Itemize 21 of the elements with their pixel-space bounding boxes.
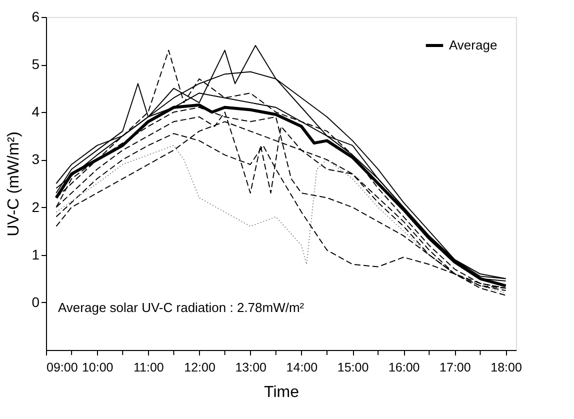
x-tick-label: 14:00 xyxy=(286,360,318,374)
y-axis-title: UV-C (mW/m²) xyxy=(6,132,23,236)
x-tick-label: 11:00 xyxy=(133,360,164,374)
y-tick-label: 5 xyxy=(32,56,40,72)
y-tick-label: 1 xyxy=(32,246,40,262)
x-axis-title: Time xyxy=(264,384,300,401)
x-tick-label: 16:00 xyxy=(388,360,420,374)
y-tick-label: 3 xyxy=(32,151,40,168)
x-tick-label: 15:00 xyxy=(337,360,369,374)
y-tick-label: 0 xyxy=(32,294,40,310)
x-tick-label: 10:00 xyxy=(82,360,114,374)
annotation: Average solar UV-C radiation : 2.78mW/m² xyxy=(58,300,305,315)
y-tick-label: 2 xyxy=(32,198,40,215)
y-tick-label: 6 xyxy=(32,8,40,24)
x-tick-label: 13:00 xyxy=(235,360,267,374)
x-tick-label: 09:00 xyxy=(46,360,78,374)
y-tick-label: 4 xyxy=(32,104,40,120)
x-tick-label: 17:00 xyxy=(440,360,471,374)
x-tick-label: 18:00 xyxy=(490,360,522,374)
x-tick-label: 12:00 xyxy=(184,360,216,374)
legend-label: Average xyxy=(449,38,498,52)
